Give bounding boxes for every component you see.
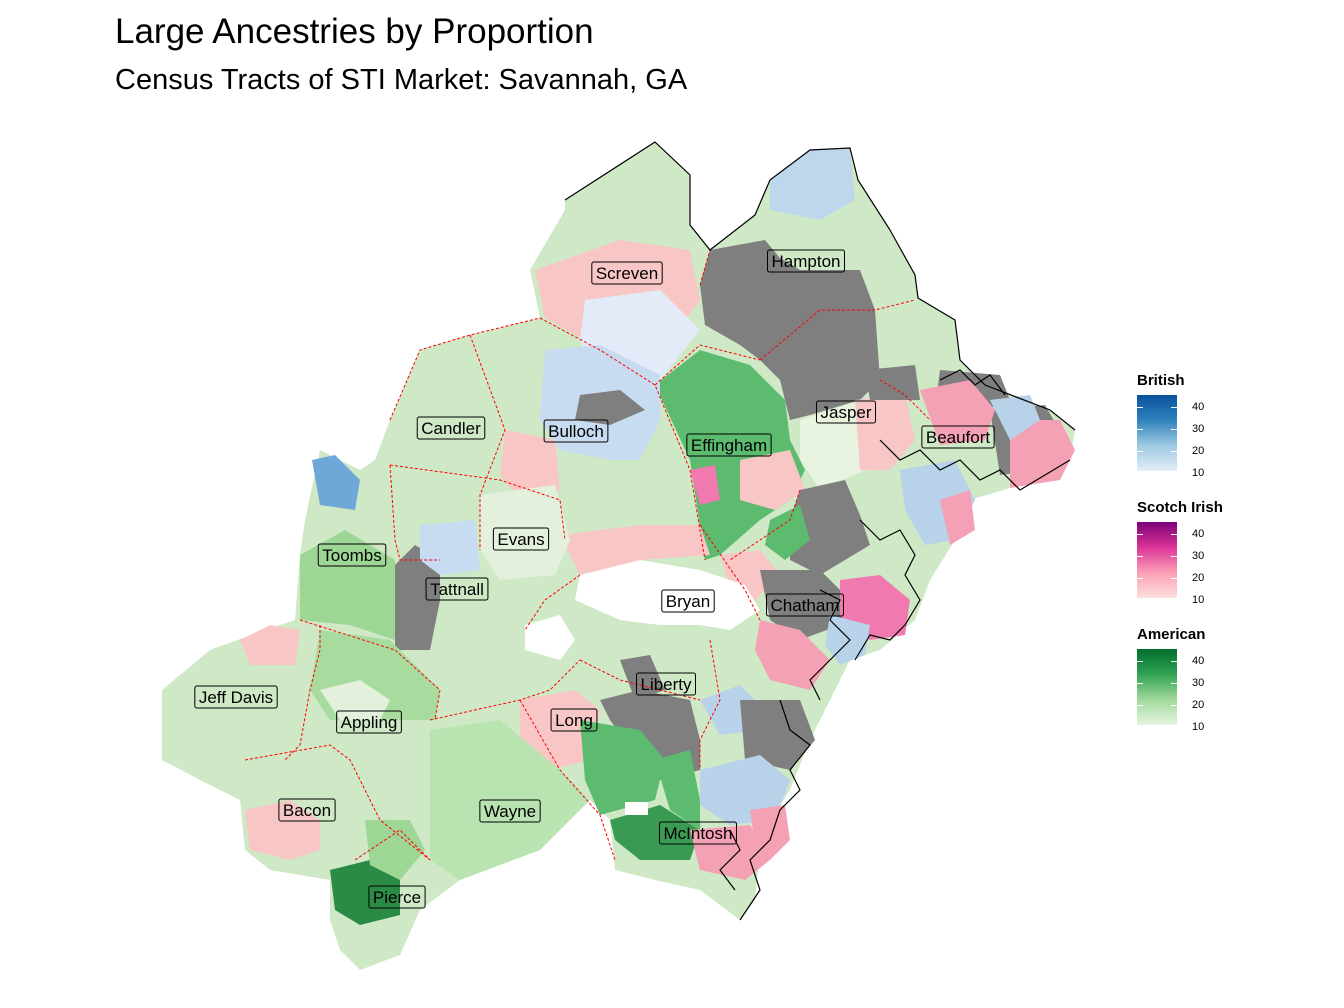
legend-tick: 10: [1192, 594, 1205, 606]
legend-tick: 40: [1192, 401, 1205, 413]
legend-tick: 20: [1192, 699, 1205, 711]
map-title: Large Ancestries by Proportion: [115, 12, 594, 51]
svg-text:Liberty: Liberty: [640, 675, 692, 694]
legend-american: American 40 30 20 10: [1137, 626, 1206, 733]
county-label-candler: Candler: [416, 416, 486, 440]
map-subtitle: Census Tracts of STI Market: Savannah, G…: [115, 64, 688, 96]
legend-colorbar: 40 30 20 10: [1137, 649, 1205, 733]
svg-text:Bacon: Bacon: [283, 801, 331, 820]
county-label-liberty: Liberty: [635, 672, 697, 696]
county-label-bacon: Bacon: [278, 798, 336, 822]
legend-tick: 10: [1192, 467, 1205, 479]
county-label-tattnall: Tattnall: [425, 577, 489, 601]
county-label-chatham: Chatham: [766, 593, 844, 617]
legend-tick: 30: [1192, 677, 1205, 689]
legend-colorbar: 40 30 20 10: [1137, 522, 1223, 606]
map-fill: [162, 142, 1075, 970]
legend-title: British: [1137, 372, 1185, 389]
county-label-pierce: Pierce: [368, 885, 426, 909]
svg-text:Screven: Screven: [596, 264, 658, 283]
county-label-evans: Evans: [492, 527, 550, 551]
colorbar: [1137, 649, 1177, 725]
svg-text:Long: Long: [555, 711, 593, 730]
colorbar: [1137, 395, 1177, 471]
county-label-jeff-davis: Jeff Davis: [194, 685, 278, 709]
svg-text:Beaufort: Beaufort: [926, 428, 991, 447]
svg-text:Appling: Appling: [341, 713, 398, 732]
county-label-long: Long: [550, 708, 598, 732]
county-label-screven: Screven: [591, 261, 663, 285]
legend-tick: 40: [1192, 655, 1205, 667]
legend-tick: 10: [1192, 721, 1205, 733]
svg-text:Bulloch: Bulloch: [548, 422, 604, 441]
svg-text:Tattnall: Tattnall: [430, 580, 484, 599]
legend-scotch-irish: Scotch Irish 40 30 20 10: [1137, 499, 1223, 606]
county-label-jasper: Jasper: [815, 400, 877, 424]
legend-title: Scotch Irish: [1137, 499, 1223, 516]
svg-text:Effingham: Effingham: [691, 436, 767, 455]
county-label-mcintosh: McIntosh: [659, 821, 737, 845]
legend-tick: 30: [1192, 423, 1205, 435]
legend-tick: 30: [1192, 550, 1205, 562]
svg-text:Wayne: Wayne: [484, 802, 536, 821]
legend-tick: 40: [1192, 528, 1205, 540]
svg-text:Bryan: Bryan: [666, 592, 710, 611]
county-boundaries: [244, 249, 931, 861]
svg-text:Evans: Evans: [497, 530, 544, 549]
svg-text:Toombs: Toombs: [322, 546, 382, 565]
svg-text:Jeff Davis: Jeff Davis: [199, 688, 273, 707]
svg-text:McIntosh: McIntosh: [664, 824, 733, 843]
svg-text:Pierce: Pierce: [373, 888, 421, 907]
coastline: [564, 141, 1076, 921]
legend-british: British 40 30 20 10: [1137, 372, 1204, 479]
county-label-bryan: Bryan: [661, 589, 715, 613]
svg-text:Hampton: Hampton: [772, 252, 841, 271]
legend-tick: 20: [1192, 445, 1205, 457]
county-label-effingham: Effingham: [686, 433, 772, 457]
legend-title: American: [1137, 626, 1206, 643]
svg-text:Candler: Candler: [421, 419, 481, 438]
county-labels: Screven Hampton Candler Bulloch Jasper Beaufo…: [194, 249, 995, 909]
legend-tick: 20: [1192, 572, 1205, 584]
county-label-beaufort: Beaufort: [921, 425, 995, 449]
county-label-wayne: Wayne: [479, 799, 541, 823]
county-label-appling: Appling: [336, 710, 402, 734]
colorbar: [1137, 522, 1177, 598]
legend-colorbar: 40 30 20 10: [1137, 395, 1204, 479]
county-label-bulloch: Bulloch: [543, 419, 609, 443]
svg-text:Jasper: Jasper: [820, 403, 871, 422]
county-label-hampton: Hampton: [767, 249, 845, 273]
county-label-toombs: Toombs: [317, 543, 387, 567]
svg-text:Chatham: Chatham: [771, 596, 840, 615]
